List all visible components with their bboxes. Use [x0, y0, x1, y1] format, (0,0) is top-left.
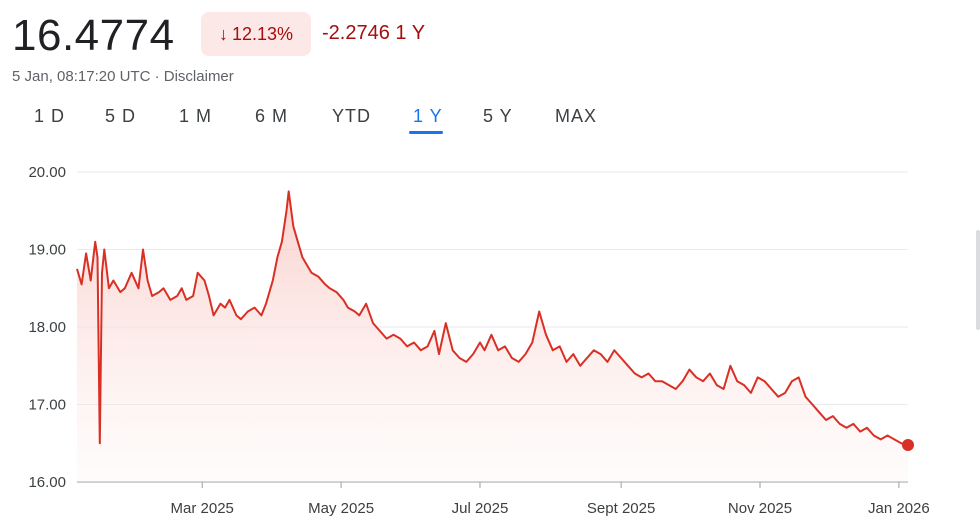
arrow-down-icon: ↓	[218, 23, 228, 44]
x-tick-label: May 2025	[308, 500, 374, 517]
y-tick-label: 18.00	[28, 319, 66, 336]
range-tab-1m[interactable]: 1 M	[179, 106, 213, 126]
y-tick-label: 20.00	[28, 164, 66, 181]
price-line	[76, 190, 909, 446]
absolute-change: -2.2746 1 Y	[322, 22, 426, 44]
current-price-marker	[902, 439, 914, 452]
page-scrollbar[interactable]	[976, 230, 980, 330]
range-tab-6m[interactable]: 6 M	[255, 106, 289, 126]
meta-separator: ·	[150, 68, 164, 85]
range-tab-1y[interactable]: 1 Y	[413, 106, 443, 126]
range-tab-5y[interactable]: 5 Y	[483, 106, 513, 126]
price-chart[interactable]: 20.00 19.00 18.00 17.00 16.00 Mar 2025 May 20…	[0, 150, 970, 527]
current-price: 16.4774	[12, 11, 175, 60]
range-tab-ytd[interactable]: YTD	[332, 106, 371, 126]
x-tick-label: Mar 2025	[171, 500, 234, 517]
x-tick-label: Jan 2026	[868, 500, 930, 517]
y-axis: 20.00 19.00 18.00 17.00 16.00	[28, 164, 66, 491]
timestamp-line: 5 Jan, 08:17:20 UTC · Disclaimer	[12, 68, 234, 85]
x-tick-label: Jul 2025	[452, 500, 509, 517]
range-tab-5d[interactable]: 5 D	[105, 106, 137, 126]
active-range-indicator	[409, 131, 443, 134]
range-selector: 1 D 5 D 1 M 6 M YTD 1 Y 5 Y MAX	[0, 100, 700, 140]
range-tab-1d[interactable]: 1 D	[34, 106, 66, 126]
range-tab-max[interactable]: MAX	[555, 106, 598, 126]
x-tick-label: Nov 2025	[728, 500, 792, 517]
y-tick-label: 16.00	[28, 474, 66, 491]
timestamp: 5 Jan, 08:17:20 UTC	[12, 68, 151, 85]
price-area	[77, 191, 908, 482]
percent-change-badge: ↓ 12.13%	[201, 12, 311, 56]
percent-change-value: 12.13%	[231, 23, 294, 44]
y-tick-label: 17.00	[28, 397, 66, 414]
disclaimer-link[interactable]: Disclaimer	[163, 68, 234, 85]
x-tick-label: Sept 2025	[587, 500, 655, 517]
y-tick-label: 19.00	[28, 242, 66, 259]
x-axis: Mar 2025 May 2025 Jul 2025 Sept 2025 Nov 202…	[171, 482, 930, 517]
